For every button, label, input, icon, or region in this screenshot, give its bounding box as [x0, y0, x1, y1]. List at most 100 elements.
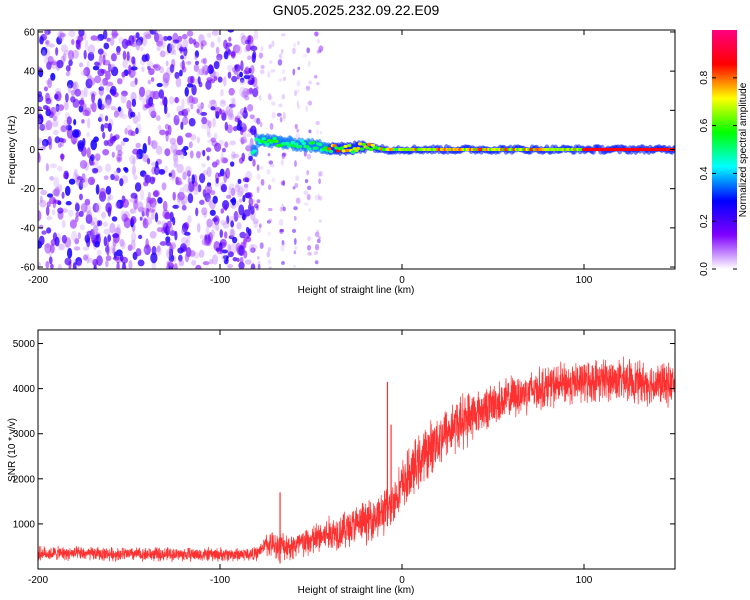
snr-series-line: [38, 356, 675, 563]
spectrogram-noise-blob: [314, 31, 319, 36]
spectrogram-noise-blob: [60, 125, 67, 133]
spectrogram-noise-blob: [268, 160, 274, 165]
spectrogram-noise-blob: [86, 118, 91, 129]
spectrogram-noise-blob: [181, 33, 188, 40]
spectrogram-noise-blob: [156, 82, 163, 88]
spectrogram-noise-blob: [57, 165, 63, 172]
spectrogram-noise-blob: [78, 210, 84, 218]
spectrogram-noise-blob: [227, 263, 234, 269]
spectrogram-x-ticks: -200 -100 0 100: [28, 30, 593, 286]
spectrogram-noise-blob: [230, 97, 235, 104]
spectrogram-noise-blob: [104, 115, 109, 122]
spectrogram-noise-blob: [122, 59, 128, 69]
spectrogram-noise-blob: [307, 236, 312, 242]
spectrogram-noise-blob: [318, 45, 324, 52]
spectrogram-noise-blob: [121, 265, 127, 269]
spectrogram-noise-blob: [48, 43, 55, 48]
spectrogram-noise-blob: [243, 209, 251, 217]
spectrogram-noise-blob: [138, 86, 146, 98]
spectrogram-signal-core: [365, 146, 370, 150]
spectrogram-noise-blob: [106, 81, 114, 87]
spectrogram-noise-blob: [190, 104, 194, 110]
spectrogram-noise-blob: [105, 185, 112, 195]
spectrogram-noise-blob: [108, 194, 114, 201]
spectrogram-noise-blob: [316, 129, 319, 135]
spectrogram-noise-blob: [110, 106, 117, 111]
spectrogram-noise-blob: [213, 75, 218, 82]
spectrogram-noise-blob: [317, 50, 322, 54]
spectrogram-noise-blob: [303, 202, 309, 206]
spectrogram-noise-blob: [296, 105, 301, 110]
spectrogram-noise-blob: [117, 149, 123, 157]
spectrogram-noise-blob: [91, 161, 95, 166]
spectrogram-noise-blob: [68, 30, 76, 38]
spectrogram-noise-blob: [244, 184, 249, 194]
spectrogram-noise-blob: [72, 129, 80, 138]
spectrogram-noise-blob: [182, 151, 188, 157]
spectrogram-noise-blob: [39, 195, 43, 204]
spectrogram-noise-blob: [202, 170, 208, 176]
spectrogram-noise-blob: [278, 219, 284, 226]
spectrogram-noise-blob: [313, 75, 318, 79]
spectrogram-noise-blob: [204, 70, 209, 75]
spectrogram-noise-blob: [132, 60, 136, 67]
spectrogram-noise-blob: [206, 119, 210, 127]
spectrogram-noise-blob: [175, 180, 183, 186]
spectrogram-noise-blob: [137, 206, 145, 213]
spectrogram-noise-blob: [214, 142, 222, 152]
spectrogram-noise-blob: [56, 59, 64, 69]
spectrogram-noise-blob: [181, 98, 185, 109]
snr-y-label: SNR (10 * v/v): [7, 418, 18, 482]
spectrogram-noise-blob: [230, 228, 235, 238]
spectrogram-noise-blob: [94, 61, 100, 66]
spectrogram-noise-blob: [84, 39, 89, 51]
spectrogram-noise-blob: [191, 259, 197, 266]
spectrogram-noise-blob: [242, 87, 250, 97]
spectrogram-noise-blob: [139, 216, 143, 221]
spectrogram-noise-blob: [148, 105, 156, 117]
spectrogram-noise-blob: [38, 124, 44, 130]
spectrogram-noise-blob: [258, 223, 262, 229]
spectrogram-noise-blob: [143, 180, 149, 187]
spectrogram-noise: [38, 30, 324, 269]
spectrogram-noise-blob: [81, 173, 86, 181]
y-tick-label: 3000: [13, 429, 36, 440]
spectrogram-noise-blob: [236, 257, 240, 263]
spectrogram-noise-blob: [72, 262, 77, 269]
spectrogram-noise-blob: [96, 249, 102, 256]
spectrogram-noise-blob: [130, 239, 136, 250]
spectrogram-noise-blob: [151, 140, 158, 150]
spectrogram-noise-blob: [116, 45, 121, 53]
spectrogram-signal-core: [252, 149, 257, 153]
spectrogram-noise-blob: [197, 76, 201, 85]
spectrogram-noise-blob: [58, 243, 65, 251]
spectrogram-noise-blob: [94, 75, 102, 84]
spectrogram-noise-blob: [152, 190, 159, 197]
spectrogram-noise-blob: [98, 220, 103, 226]
spectrogram-noise-blob: [183, 183, 190, 193]
spectrogram-noise-blob: [252, 87, 259, 98]
spectrogram-noise-blob: [198, 68, 205, 76]
spectrogram-noise-blob: [150, 140, 155, 147]
spectrogram-noise-blob: [206, 166, 212, 178]
spectrogram-noise-blob: [74, 237, 80, 245]
spectrogram-noise-blob: [132, 148, 140, 155]
spectrogram-noise-blob: [145, 238, 149, 250]
spectrogram-noise-blob: [166, 248, 173, 259]
spectrogram-noise-blob: [319, 130, 323, 135]
spectrogram-noise-blob: [297, 66, 301, 71]
spectrogram-noise-blob: [163, 104, 168, 115]
spectrogram-noise-blob: [269, 60, 273, 64]
spectrogram-noise-blob: [74, 88, 82, 97]
spectrogram-noise-blob: [146, 157, 151, 165]
spectrogram-noise-blob: [188, 249, 196, 257]
spectrogram-noise-blob: [161, 182, 167, 191]
spectrogram-noise-blob: [296, 100, 300, 108]
spectrogram-noise-blob: [156, 44, 161, 52]
spectrogram-noise-blob: [232, 44, 241, 54]
spectrogram-noise-blob: [98, 113, 104, 123]
spectrogram-noise-blob: [306, 153, 312, 160]
spectrogram-noise-blob: [91, 92, 96, 103]
spectrogram-noise-blob: [53, 105, 61, 117]
spectrogram-noise-blob: [248, 197, 254, 206]
